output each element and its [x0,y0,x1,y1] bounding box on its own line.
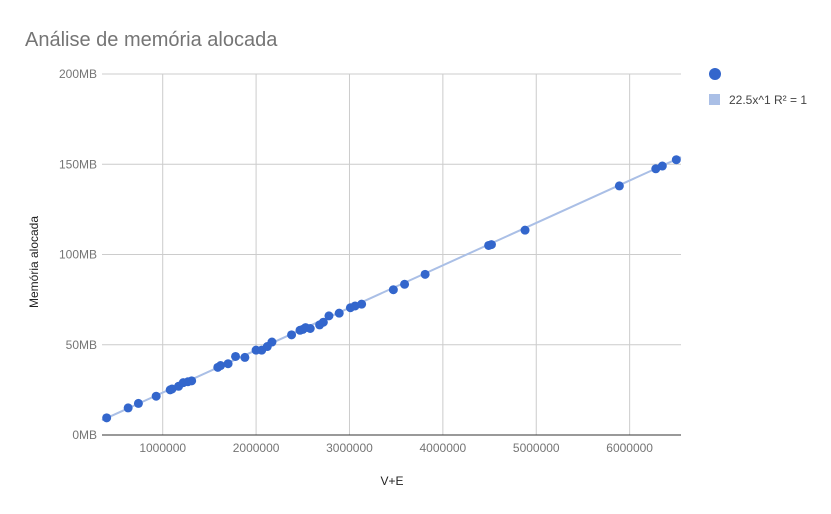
data-point [102,413,112,423]
y-axis-ticks: 0MB 50MB 100MB 150MB 200MB [59,67,97,442]
legend: 22.5x^1 R² = 1 [709,68,807,107]
data-point [324,311,334,321]
data-point [357,299,367,309]
data-point [420,269,430,279]
y-tick-label: 200MB [59,67,97,81]
data-point [133,398,143,408]
data-point [123,403,133,413]
data-point [151,391,161,401]
x-tick-label: 2000000 [233,441,280,455]
data-point [334,308,344,318]
y-tick-label: 100MB [59,248,97,262]
data-point [671,155,681,165]
x-tick-label: 6000000 [606,441,653,455]
x-tick-label: 5000000 [513,441,560,455]
data-points [102,155,681,423]
gridlines [102,73,681,435]
legend-trendline-label: 22.5x^1 R² = 1 [729,93,807,107]
data-point [520,225,530,235]
x-axis-title: V+E [380,474,403,488]
data-point [388,285,398,295]
chart-title: Análise de memória alocada [25,29,278,51]
data-point [231,351,241,361]
x-axis-ticks: 1000000 2000000 3000000 4000000 5000000 60000… [139,441,653,455]
data-point [216,361,226,371]
y-axis-title: Memória alocada [27,216,41,308]
data-point [614,181,624,191]
data-point [267,337,277,347]
data-point [240,352,250,362]
data-point [305,324,315,334]
data-point [187,376,197,386]
data-point [318,317,328,327]
legend-series-marker [709,68,721,80]
data-point [223,359,233,369]
data-point [486,240,496,250]
y-tick-label: 0MB [72,428,97,442]
x-tick-label: 3000000 [326,441,373,455]
y-tick-label: 150MB [59,157,97,171]
legend-trendline-marker [709,94,720,105]
x-tick-label: 1000000 [139,441,186,455]
y-tick-label: 50MB [66,338,97,352]
x-tick-label: 4000000 [420,441,467,455]
data-point [400,279,410,289]
data-point [657,161,667,171]
data-point [287,330,297,340]
